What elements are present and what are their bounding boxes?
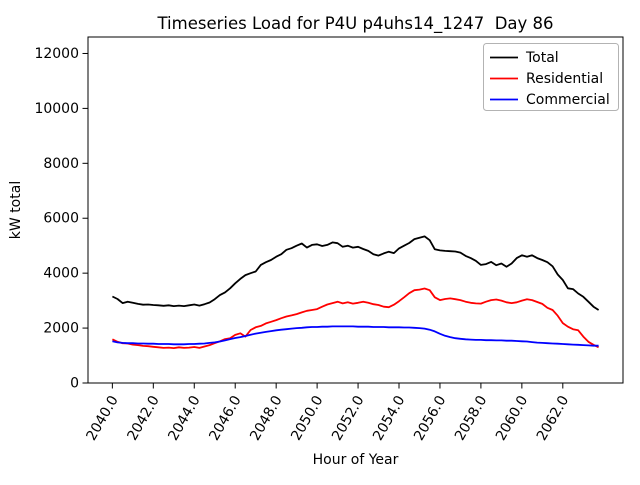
y-tick-label: 12000 [34,46,79,62]
y-tick-label: 2000 [43,321,79,337]
legend-label: Total [525,50,559,66]
legend-label: Commercial [526,92,610,108]
legend-entry-total: Total [490,50,559,66]
y-tick-label: 8000 [43,156,79,172]
y-tick-label: 0 [70,376,79,392]
axes-frame [87,36,624,384]
chart-title: Timeseries Load for P4U p4uhs14_1247 Day… [156,14,553,34]
y-axis-label: kW total [8,181,24,239]
y-tick-label: 10000 [34,101,79,117]
series-commercial-line [112,325,599,347]
x-axis-label: Hour of Year [313,452,399,468]
series-residential-line [112,287,599,350]
legend-entry-residential: Residential [490,71,603,87]
legend-entry-commercial: Commercial [490,92,610,108]
legend-box [483,43,619,111]
y-tick-label: 6000 [43,211,79,227]
series-total-line [112,235,600,311]
legend-label: Residential [526,71,603,87]
y-tick-label: 4000 [43,266,79,282]
legend: Total Residential Commercial [483,43,619,111]
y-axis: 0 2000 4000 6000 8000 10000 12000 [34,46,88,392]
